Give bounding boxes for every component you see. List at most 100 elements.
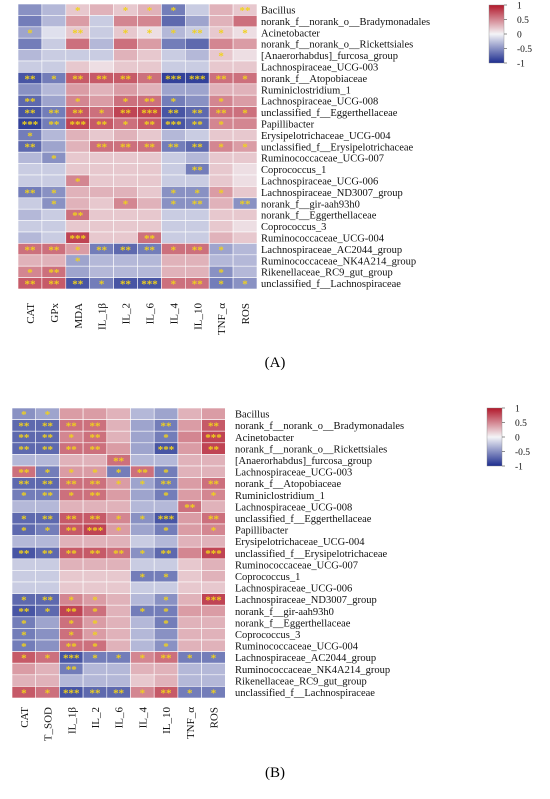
heatmap-b-row-labels: Bacillusnorank_f__norank_o__Bradymonadal…	[235, 410, 404, 699]
significance-mark: *	[75, 96, 81, 108]
column-label: IL_10	[192, 303, 204, 330]
heatmap-cell	[232, 231, 258, 244]
significance-mark: **	[72, 28, 84, 40]
significance-mark: **	[24, 73, 36, 85]
heatmap-cell	[11, 454, 37, 467]
heatmap-cell	[35, 616, 60, 629]
heatmap-cell	[113, 220, 138, 233]
column-label: IL_4	[168, 303, 180, 325]
heatmap-cell	[89, 26, 114, 39]
row-label: Ruminococcaceae_NK4A214_group	[235, 665, 390, 676]
heatmap-cell	[185, 49, 210, 62]
significance-mark: **	[113, 548, 125, 560]
heatmap-cell	[59, 407, 84, 420]
significance-mark: *	[21, 618, 27, 630]
significance-mark: *	[171, 244, 177, 256]
significance-mark: *	[171, 187, 177, 199]
heatmap-cell	[201, 570, 226, 583]
row-label: Lachnospiraceae_UCG-006	[261, 177, 378, 188]
significance-mark: **	[66, 664, 78, 676]
heatmap-cell	[208, 37, 234, 50]
legend-colorbar	[488, 4, 505, 64]
heatmap-cell	[41, 49, 67, 62]
heatmap-cell	[177, 488, 202, 502]
significance-mark: *	[163, 641, 169, 653]
heatmap-cell	[89, 231, 114, 244]
heatmap-cell	[208, 254, 234, 267]
row-label: Ruminococcaceae_UCG-004	[261, 234, 385, 245]
heatmap-cell	[130, 535, 155, 548]
heatmap-cell	[161, 208, 186, 221]
heatmap-cell	[89, 254, 114, 267]
heatmap-cell	[208, 208, 234, 221]
significance-mark: **	[192, 244, 204, 256]
significance-mark: **	[66, 606, 78, 618]
significance-mark: **	[48, 108, 60, 120]
column-label: CAT	[25, 303, 37, 324]
heatmap-cell	[65, 60, 91, 73]
significance-mark: **	[89, 421, 101, 433]
heatmap-a-legend: 1 0.5 0 -0.5 -1	[488, 2, 532, 70]
significance-mark: **	[42, 490, 54, 502]
heatmap-cell	[113, 60, 138, 73]
significance-mark: *	[92, 467, 98, 479]
row-label: Coprococcus_3	[261, 222, 326, 233]
significance-mark: *	[92, 629, 98, 641]
heatmap-cell	[82, 500, 108, 513]
significance-mark: *	[27, 267, 33, 279]
column-label: IL_2	[90, 707, 102, 728]
heatmap-cell	[65, 37, 91, 50]
significance-mark: **	[144, 233, 156, 245]
significance-mark: **	[192, 108, 204, 120]
heatmap-cell	[35, 570, 60, 583]
row-label: unclassified_f__Lachnospiraceae	[261, 279, 401, 290]
significance-mark: **	[18, 548, 30, 560]
significance-mark: **	[96, 119, 108, 131]
heatmap-cell	[65, 140, 91, 153]
significance-mark: *	[21, 409, 27, 421]
significance-mark: **	[89, 548, 101, 560]
heatmap-cell	[177, 662, 202, 676]
heatmap-cell	[11, 535, 37, 548]
heatmap-cell	[89, 83, 114, 96]
significance-mark: *	[116, 653, 122, 665]
significance-mark: *	[69, 432, 75, 444]
row-label: Acinetobacter	[261, 28, 320, 39]
significance-mark: *	[147, 5, 153, 17]
significance-mark: ***	[158, 513, 175, 525]
heatmap-cell	[137, 60, 162, 73]
heatmap-cell	[113, 163, 138, 176]
significance-mark: *	[92, 641, 98, 653]
significance-mark: *	[218, 51, 224, 63]
significance-mark: **	[192, 119, 204, 131]
heatmap-cell	[35, 581, 60, 594]
significance-mark: **	[208, 421, 220, 433]
row-label: norank_f__norank_o__Bradymonadales	[235, 421, 404, 432]
heatmap-cell	[106, 488, 131, 502]
significance-mark: *	[21, 653, 27, 665]
significance-mark: *	[75, 244, 81, 256]
significance-mark: **	[72, 108, 84, 120]
significance-mark: *	[163, 606, 169, 618]
significance-mark: *	[75, 5, 81, 17]
significance-mark: *	[99, 108, 105, 120]
heatmap-cell	[153, 500, 179, 513]
row-label: norank_f__Eggerthellaceae	[261, 211, 377, 222]
heatmap-cell	[89, 151, 114, 164]
heatmap-cell	[89, 3, 114, 16]
significance-mark: **	[42, 444, 54, 456]
significance-mark: **	[192, 28, 204, 40]
heatmap-cell	[17, 208, 43, 221]
significance-mark: *	[218, 267, 224, 279]
heatmap-cell	[137, 83, 162, 96]
heatmap-cell	[177, 512, 202, 525]
heatmap-cell	[177, 442, 202, 455]
significance-mark: *	[123, 119, 129, 131]
heatmap-cell	[161, 163, 186, 176]
column-label: ROS	[208, 707, 220, 728]
heatmap-cell	[232, 15, 258, 28]
heatmap-cell	[208, 83, 234, 96]
significance-mark: *	[242, 279, 248, 291]
heatmap-cell	[232, 94, 258, 107]
heatmap-cell	[201, 674, 226, 687]
